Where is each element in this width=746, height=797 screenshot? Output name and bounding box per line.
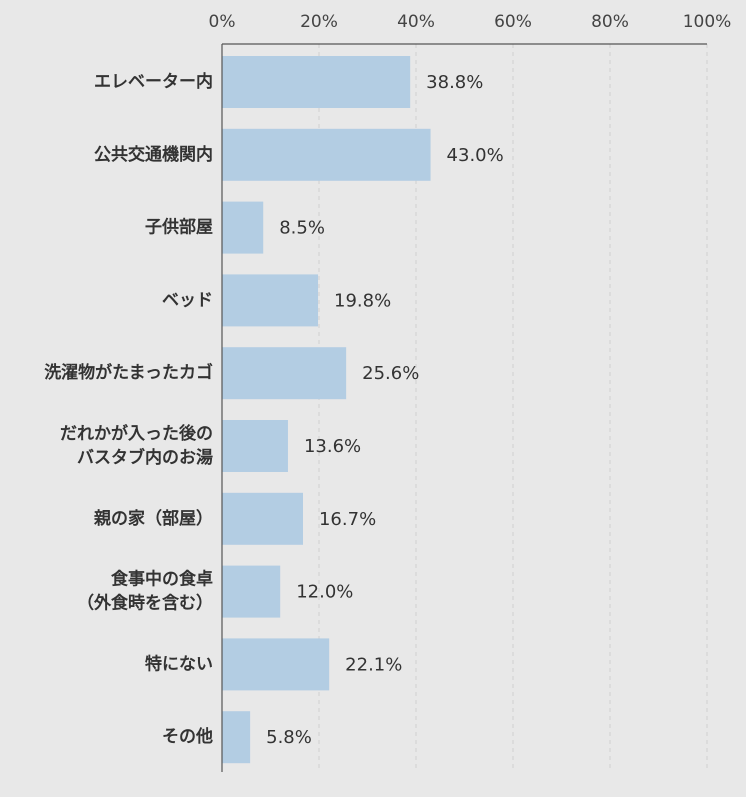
y-tick-label: だれかが入った後のバスタブ内のお湯: [60, 423, 213, 468]
value-label: 38.8%: [426, 72, 483, 93]
y-tick-label: 子供部屋: [145, 217, 213, 238]
x-tick-label: 20%: [300, 12, 338, 32]
value-label: 16.7%: [319, 509, 376, 530]
x-tick-label: 100%: [683, 12, 732, 32]
value-label: 43.0%: [447, 145, 504, 166]
bar: [222, 492, 303, 545]
value-label: 8.5%: [279, 218, 325, 239]
x-tick-label: 40%: [397, 12, 435, 32]
value-label: 12.0%: [296, 582, 353, 603]
bar: [222, 565, 281, 618]
bar: [222, 274, 319, 327]
bar: [222, 420, 288, 472]
y-tick-label: エレベーター内: [94, 71, 213, 92]
x-tick-label: 60%: [494, 12, 532, 32]
x-tick-label: 80%: [591, 12, 629, 32]
y-tick-label: その他: [162, 726, 213, 747]
y-tick-label: 親の家（部屋）: [93, 508, 213, 529]
y-tick-label: ベッド: [162, 290, 213, 310]
x-tick-label: 0%: [209, 12, 236, 32]
y-tick-label: 特にない: [145, 653, 213, 674]
bar: [222, 638, 330, 691]
bar: [222, 711, 251, 764]
y-tick-label: 食事中の食卓（外食時を含む）: [77, 569, 213, 614]
bar: [222, 128, 431, 181]
y-tick-label: 公共交通機関内: [94, 144, 213, 165]
y-tick-label: 洗濯物がたまったカゴ: [44, 362, 213, 383]
bar: [222, 347, 347, 400]
value-label: 25.6%: [362, 363, 419, 384]
value-label: 22.1%: [345, 654, 402, 675]
value-label: 19.8%: [334, 290, 391, 311]
bar: [222, 56, 411, 108]
value-label: 5.8%: [266, 727, 312, 748]
bar: [222, 201, 264, 254]
value-label: 13.6%: [304, 436, 361, 457]
